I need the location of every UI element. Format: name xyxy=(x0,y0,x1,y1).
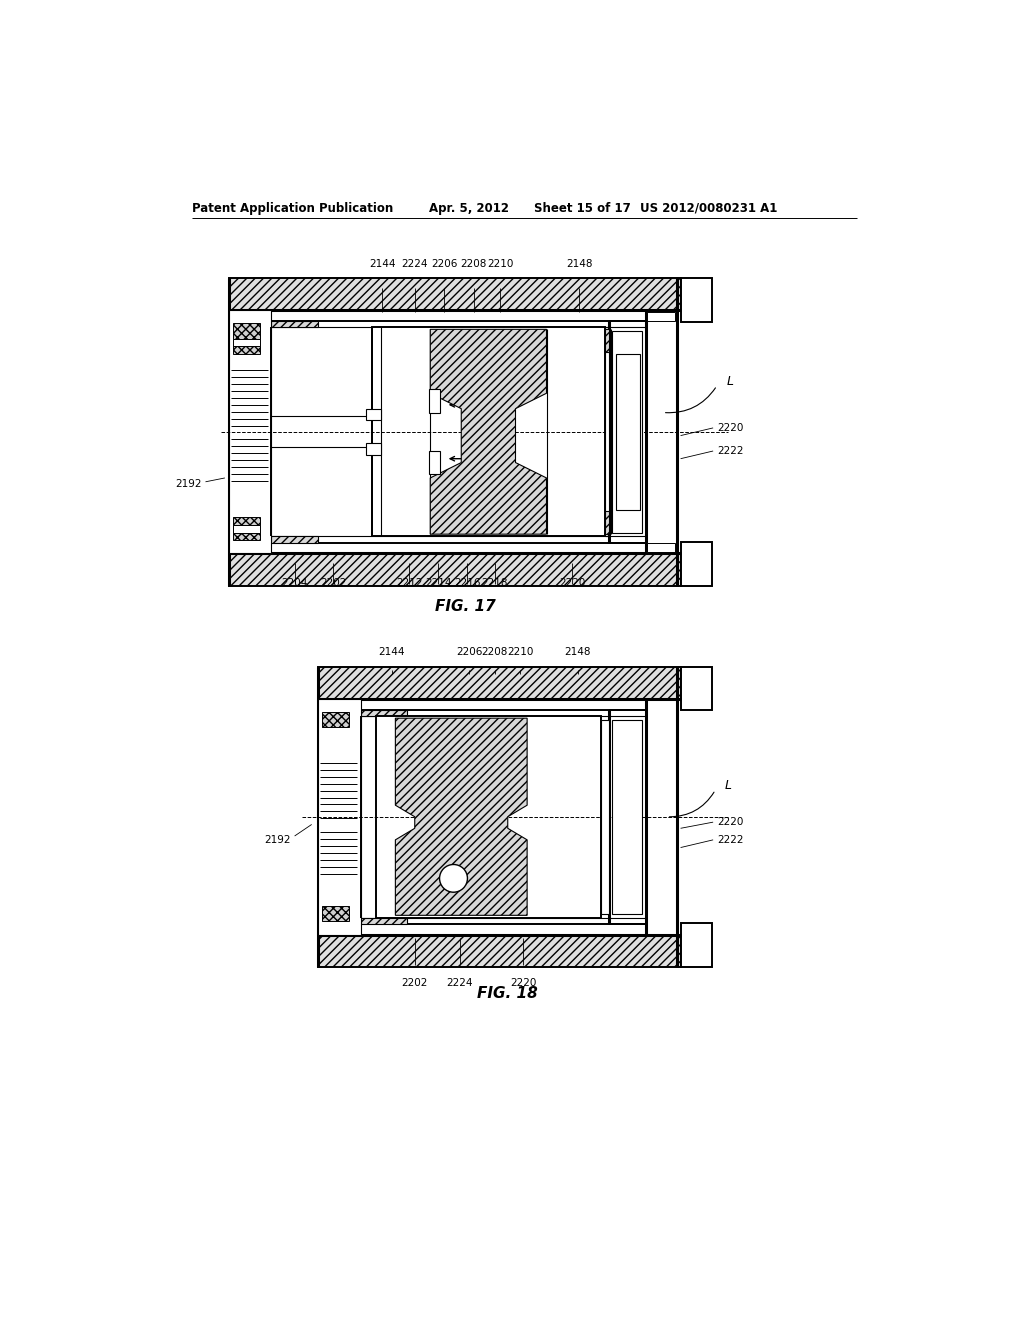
Bar xyxy=(604,330,608,352)
Text: 2144: 2144 xyxy=(369,259,395,268)
Bar xyxy=(232,525,260,533)
Bar xyxy=(604,511,608,535)
Bar xyxy=(647,312,675,321)
Text: 2222: 2222 xyxy=(717,834,743,845)
Bar xyxy=(647,543,675,552)
Text: 2192: 2192 xyxy=(175,479,202,490)
Bar xyxy=(681,277,713,322)
Text: 2214: 2214 xyxy=(425,578,452,587)
Bar xyxy=(601,719,608,913)
Text: 2224: 2224 xyxy=(446,978,473,989)
Text: 2210: 2210 xyxy=(486,259,513,268)
Text: 2220: 2220 xyxy=(510,978,537,989)
Bar xyxy=(612,719,642,913)
Bar xyxy=(317,935,681,966)
Text: 2216: 2216 xyxy=(455,578,480,587)
Circle shape xyxy=(439,865,467,892)
Bar xyxy=(232,323,260,339)
Bar xyxy=(604,330,608,535)
Bar xyxy=(429,389,440,413)
Text: L: L xyxy=(726,375,733,388)
Bar xyxy=(232,339,260,346)
Bar xyxy=(232,346,260,354)
Bar xyxy=(317,667,681,700)
Text: FIG. 18: FIG. 18 xyxy=(477,986,539,1001)
Bar xyxy=(271,536,317,543)
Bar xyxy=(376,715,601,917)
Text: 2220: 2220 xyxy=(717,422,743,433)
Text: 2208: 2208 xyxy=(461,259,486,268)
Text: 2202: 2202 xyxy=(401,978,428,989)
Text: 2220: 2220 xyxy=(717,817,743,828)
Text: 2148: 2148 xyxy=(566,259,592,268)
Bar xyxy=(322,906,349,921)
Text: 2212: 2212 xyxy=(396,578,423,587)
Text: Patent Application Publication: Patent Application Publication xyxy=(193,202,393,215)
Text: 2204: 2204 xyxy=(282,578,308,587)
Text: L: L xyxy=(725,779,732,792)
Text: 2210: 2210 xyxy=(507,647,534,657)
Bar xyxy=(317,700,360,935)
Text: 2144: 2144 xyxy=(378,647,404,657)
Text: 2220: 2220 xyxy=(559,578,586,587)
Bar xyxy=(616,354,640,510)
Text: 2202: 2202 xyxy=(321,578,346,587)
Text: Apr. 5, 2012: Apr. 5, 2012 xyxy=(429,202,509,215)
Bar xyxy=(232,517,260,525)
Text: 2208: 2208 xyxy=(481,647,508,657)
Text: 2222: 2222 xyxy=(717,446,743,455)
Text: 2218: 2218 xyxy=(481,578,508,587)
Bar xyxy=(681,923,713,966)
Text: US 2012/0080231 A1: US 2012/0080231 A1 xyxy=(640,202,777,215)
Text: 2206: 2206 xyxy=(456,647,482,657)
Text: Sheet 15 of 17: Sheet 15 of 17 xyxy=(535,202,631,215)
Text: 2224: 2224 xyxy=(401,259,428,268)
Bar xyxy=(228,277,681,310)
Bar xyxy=(681,543,713,586)
Bar xyxy=(228,553,681,586)
Text: 2148: 2148 xyxy=(564,647,591,657)
Bar xyxy=(271,321,317,327)
Bar xyxy=(232,533,260,540)
Bar xyxy=(360,710,407,715)
Bar xyxy=(366,409,381,420)
Bar xyxy=(366,444,381,455)
Bar xyxy=(612,331,642,533)
Bar xyxy=(228,310,271,553)
Polygon shape xyxy=(395,718,527,915)
Bar xyxy=(372,327,604,536)
Bar xyxy=(429,451,440,474)
Bar xyxy=(322,711,349,727)
Text: 2206: 2206 xyxy=(431,259,458,268)
Bar xyxy=(360,917,407,924)
Polygon shape xyxy=(430,330,547,535)
Text: 2192: 2192 xyxy=(264,834,291,845)
Text: FIG. 17: FIG. 17 xyxy=(435,599,496,614)
Bar xyxy=(681,667,713,710)
